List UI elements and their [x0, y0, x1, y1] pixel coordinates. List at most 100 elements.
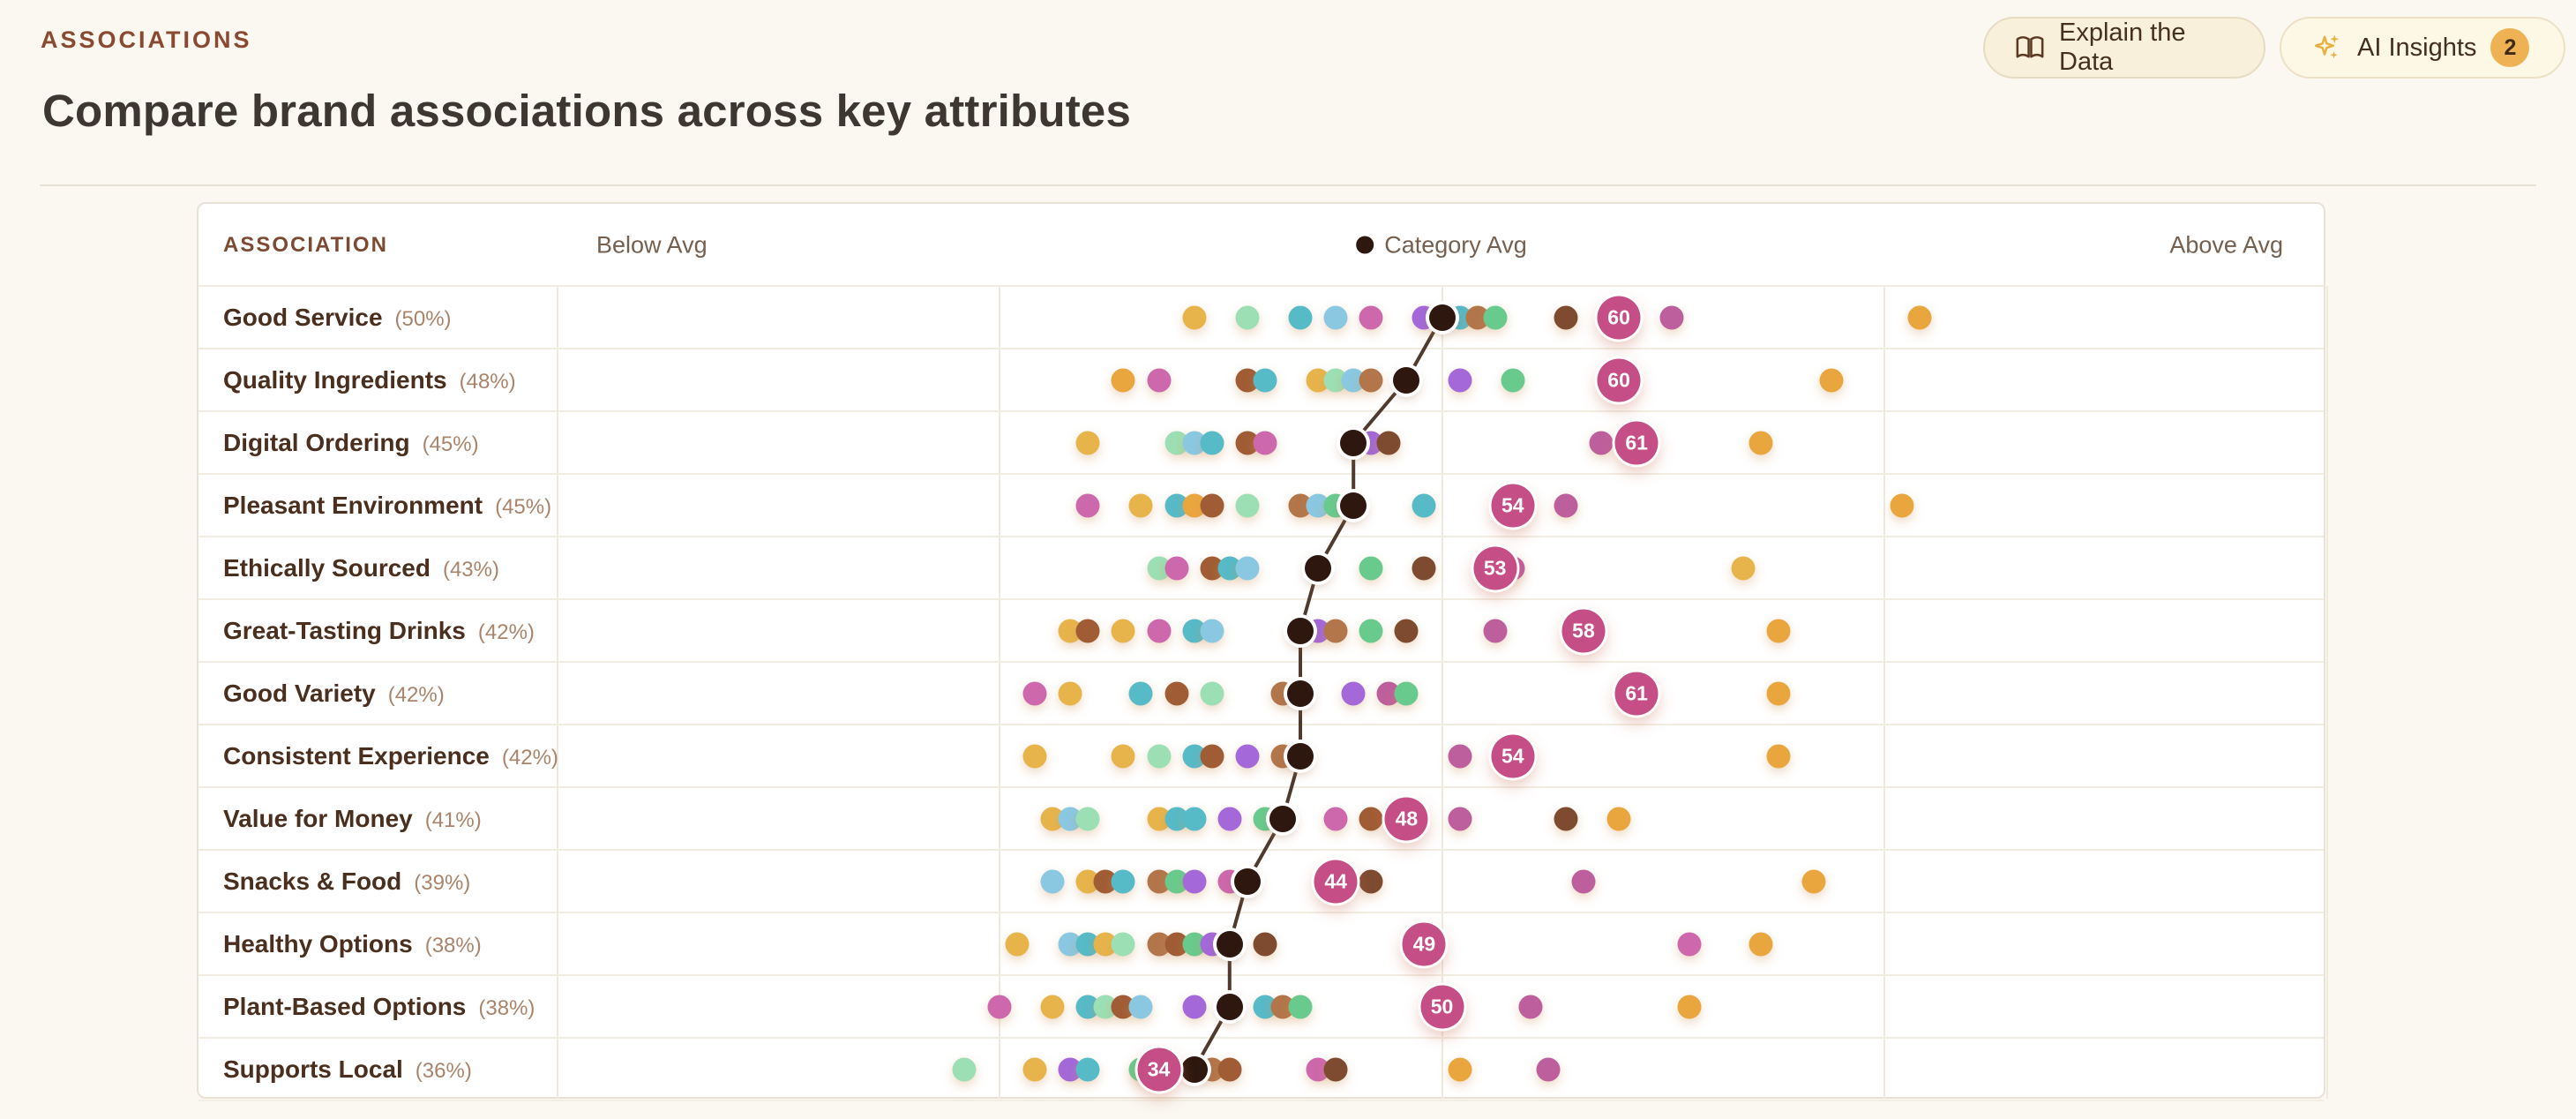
brand-dot[interactable] [1235, 744, 1260, 768]
brand-dot[interactable] [1659, 305, 1684, 329]
brand-dot[interactable] [1075, 431, 1100, 454]
brand-dot[interactable] [1200, 681, 1224, 705]
brand-dot[interactable] [1677, 995, 1702, 1018]
brand-dot[interactable] [1359, 368, 1383, 392]
brand-dot[interactable] [1801, 869, 1826, 893]
category-avg-dot[interactable] [1305, 554, 1332, 582]
brand-dot[interactable] [1075, 493, 1100, 517]
brand-dot[interactable] [1253, 431, 1277, 454]
brand-dot[interactable] [1766, 681, 1791, 705]
brand-dot[interactable] [1253, 932, 1277, 956]
brand-dot[interactable] [1111, 619, 1135, 642]
brand-dot[interactable] [1235, 305, 1260, 329]
brand-dot[interactable] [1040, 995, 1065, 1018]
brand-dot[interactable] [1323, 305, 1348, 329]
brand-dot[interactable] [1182, 305, 1207, 329]
category-avg-dot[interactable] [1340, 429, 1367, 456]
brand-dot[interactable] [1518, 995, 1543, 1018]
focal-brand-dot[interactable]: 34 [1137, 1048, 1181, 1091]
category-avg-dot[interactable] [1233, 867, 1261, 895]
brand-dot[interactable] [1200, 619, 1224, 642]
brand-dot[interactable] [1359, 619, 1383, 642]
brand-dot[interactable] [1217, 807, 1242, 830]
brand-dot[interactable] [1341, 681, 1366, 705]
brand-dot[interactable] [1677, 932, 1702, 956]
focal-brand-dot[interactable]: 49 [1402, 922, 1446, 965]
category-avg-dot[interactable] [1428, 304, 1456, 331]
brand-dot[interactable] [1111, 869, 1135, 893]
brand-dot[interactable] [1147, 619, 1172, 642]
focal-brand-dot[interactable]: 58 [1561, 609, 1606, 652]
brand-dot[interactable] [1448, 368, 1472, 392]
category-avg-dot[interactable] [1216, 930, 1243, 958]
brand-dot[interactable] [1128, 681, 1153, 705]
category-avg-dot[interactable] [1216, 993, 1243, 1020]
brand-dot[interactable] [1359, 305, 1383, 329]
category-avg-dot[interactable] [1340, 492, 1367, 519]
focal-brand-dot[interactable]: 60 [1597, 358, 1641, 402]
brand-dot[interactable] [1394, 681, 1419, 705]
brand-dot[interactable] [1075, 619, 1100, 642]
brand-dot[interactable] [1589, 431, 1614, 454]
brand-dot[interactable] [1749, 932, 1773, 956]
brand-dot[interactable] [1288, 305, 1313, 329]
brand-dot[interactable] [1359, 556, 1383, 580]
brand-dot[interactable] [1907, 305, 1932, 329]
brand-dot[interactable] [1075, 1057, 1100, 1081]
explain-data-button[interactable]: Explain the Data [1983, 17, 2265, 79]
brand-dot[interactable] [1217, 1057, 1242, 1081]
ai-insights-button[interactable]: AI Insights 2 [2280, 17, 2565, 79]
brand-dot[interactable] [1554, 807, 1578, 830]
brand-dot[interactable] [1819, 368, 1844, 392]
brand-dot[interactable] [1058, 681, 1082, 705]
brand-dot[interactable] [1606, 807, 1631, 830]
brand-dot[interactable] [1040, 869, 1065, 893]
brand-dot[interactable] [1182, 869, 1207, 893]
brand-dot[interactable] [1323, 1057, 1348, 1081]
brand-dot[interactable] [1412, 493, 1436, 517]
focal-brand-dot[interactable]: 50 [1420, 985, 1464, 1028]
brand-dot[interactable] [1323, 807, 1348, 830]
focal-brand-dot[interactable]: 61 [1614, 672, 1659, 715]
brand-dot[interactable] [987, 995, 1012, 1018]
brand-dot[interactable] [1359, 869, 1383, 893]
brand-dot[interactable] [1182, 995, 1207, 1018]
category-avg-dot[interactable] [1287, 680, 1314, 707]
brand-dot[interactable] [1731, 556, 1756, 580]
brand-dot[interactable] [1200, 431, 1224, 454]
brand-dot[interactable] [1022, 681, 1047, 705]
brand-dot[interactable] [1394, 619, 1419, 642]
brand-dot[interactable] [1128, 995, 1153, 1018]
brand-dot[interactable] [1536, 1057, 1561, 1081]
brand-dot[interactable] [1483, 619, 1508, 642]
brand-dot[interactable] [1147, 744, 1172, 768]
brand-dot[interactable] [1448, 744, 1472, 768]
brand-dot[interactable] [1412, 556, 1436, 580]
category-avg-dot[interactable] [1287, 742, 1314, 770]
brand-dot[interactable] [1253, 368, 1277, 392]
category-avg-dot[interactable] [1269, 805, 1296, 832]
focal-brand-dot[interactable]: 54 [1491, 484, 1535, 527]
brand-dot[interactable] [1200, 493, 1224, 517]
brand-dot[interactable] [1111, 932, 1135, 956]
brand-dot[interactable] [1323, 619, 1348, 642]
brand-dot[interactable] [1890, 493, 1914, 517]
brand-dot[interactable] [1554, 305, 1578, 329]
focal-brand-dot[interactable]: 44 [1314, 860, 1358, 903]
focal-brand-dot[interactable]: 54 [1491, 734, 1535, 777]
focal-brand-dot[interactable]: 60 [1597, 296, 1641, 339]
brand-dot[interactable] [1766, 619, 1791, 642]
brand-dot[interactable] [1200, 744, 1224, 768]
brand-dot[interactable] [1448, 807, 1472, 830]
brand-dot[interactable] [952, 1057, 977, 1081]
category-avg-dot[interactable] [1180, 1055, 1208, 1083]
brand-dot[interactable] [1022, 744, 1047, 768]
brand-dot[interactable] [1164, 556, 1189, 580]
focal-brand-dot[interactable]: 53 [1473, 546, 1517, 590]
brand-dot[interactable] [1288, 995, 1313, 1018]
brand-dot[interactable] [1075, 807, 1100, 830]
brand-dot[interactable] [1111, 368, 1135, 392]
brand-dot[interactable] [1022, 1057, 1047, 1081]
brand-dot[interactable] [1766, 744, 1791, 768]
brand-dot[interactable] [1182, 807, 1207, 830]
